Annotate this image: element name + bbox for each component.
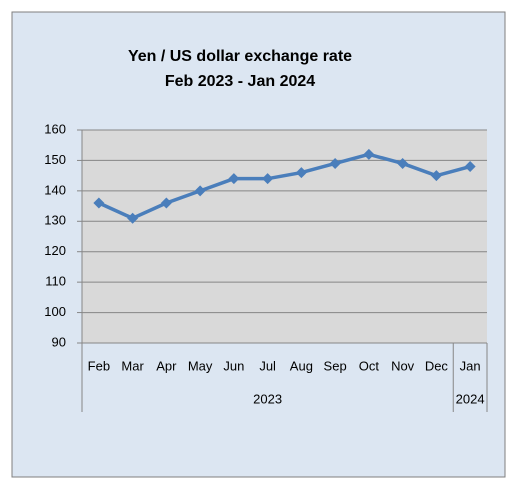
y-tick-label: 120 xyxy=(44,243,66,258)
y-tick-label: 150 xyxy=(44,152,66,167)
y-tick-label: 110 xyxy=(45,274,66,289)
y-tick-label: 140 xyxy=(44,182,66,197)
x-tick-label: Jul xyxy=(259,358,276,373)
x-tick-label: Sep xyxy=(324,358,347,373)
data-line xyxy=(98,152,471,221)
x-tick-label: Jan xyxy=(460,358,481,373)
data-marker xyxy=(194,185,206,197)
plot-area xyxy=(82,130,487,343)
x-tick-label: Aug xyxy=(290,358,313,373)
data-marker xyxy=(93,197,105,209)
x-tick-label: Feb xyxy=(88,358,110,373)
data-marker xyxy=(363,148,375,160)
y-tick-label: 90 xyxy=(52,334,66,349)
data-marker xyxy=(127,212,139,224)
x-tick-label: Dec xyxy=(425,358,449,373)
data-marker xyxy=(464,161,476,173)
y-tick-label: 160 xyxy=(44,121,66,136)
data-marker xyxy=(397,157,409,169)
data-marker xyxy=(329,157,341,169)
data-marker xyxy=(228,173,240,185)
chart-title: Yen / US dollar exchange rate xyxy=(128,48,352,65)
data-marker xyxy=(160,197,172,209)
x-group-label: 2024 xyxy=(456,391,485,406)
y-tick-label: 100 xyxy=(44,304,66,319)
y-tick-label: 130 xyxy=(44,213,66,228)
chart-subtitle: Feb 2023 - Jan 2024 xyxy=(165,73,315,90)
data-marker xyxy=(295,167,307,179)
x-tick-label: Jun xyxy=(223,358,244,373)
x-tick-label: Apr xyxy=(156,358,177,373)
x-tick-label: Mar xyxy=(121,358,144,373)
data-marker xyxy=(430,170,442,182)
x-tick-label: Oct xyxy=(359,358,380,373)
data-marker xyxy=(262,173,274,185)
x-tick-label: Nov xyxy=(391,358,415,373)
x-group-label: 2023 xyxy=(253,391,282,406)
x-tick-label: May xyxy=(188,358,213,373)
